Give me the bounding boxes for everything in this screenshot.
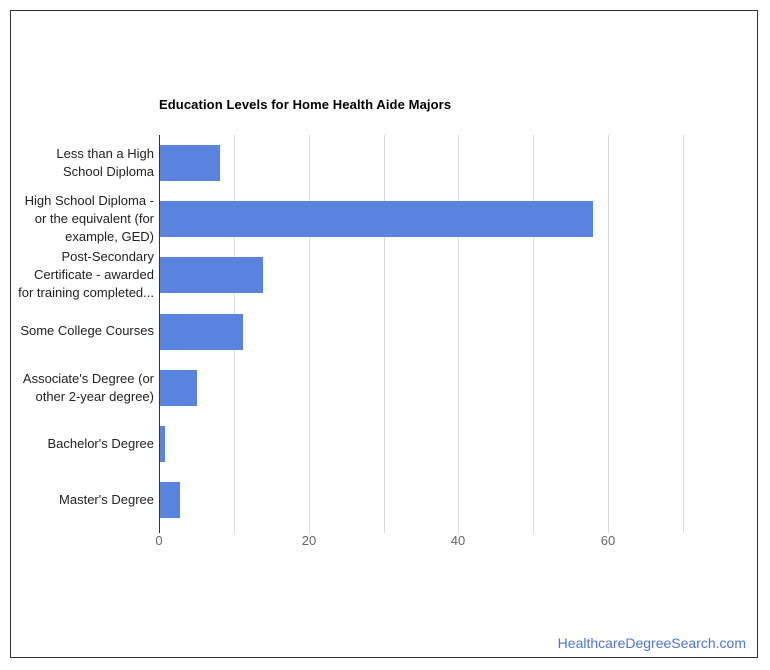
category-label-5: Bachelor's Degree (6, 416, 154, 472)
category-label-3: Some College Courses (6, 303, 154, 359)
gridline-x-40 (458, 135, 459, 533)
category-label-line: for training completed... (18, 285, 154, 301)
gridline-x-60 (608, 135, 609, 533)
chart-border-frame (10, 10, 758, 658)
category-label-line: School Diploma (62, 164, 154, 180)
chart-title: Education Levels for Home Health Aide Ma… (159, 97, 452, 112)
category-label-6: Master's Degree (6, 472, 154, 528)
category-label-line: Bachelor's Degree (47, 435, 154, 451)
category-label-1: High School Diploma - or the equivalent (… (6, 191, 154, 247)
gridline-x-50 (533, 135, 534, 533)
x-tick-label-40: 40 (450, 533, 466, 548)
category-label-line: Less than a High (56, 146, 154, 162)
bar-6 (160, 481, 181, 518)
plot-area (159, 135, 684, 533)
x-tick-label-60: 60 (600, 533, 616, 548)
category-label-line: Master's Degree (59, 491, 154, 507)
y-axis-category-labels: Less than a High School Diploma High Schoo… (6, 135, 154, 528)
category-label-line: or the equivalent (for (34, 211, 154, 227)
x-axis-tick-labels: 0 20 40 60 (155, 533, 683, 551)
bar-1 (160, 201, 594, 238)
gridline-x-30 (384, 135, 385, 533)
bar-2 (160, 257, 263, 294)
bar-4 (160, 369, 197, 406)
bar-3 (160, 313, 244, 350)
category-label-line: Post-Secondary (61, 249, 155, 265)
gridline-x-70 (683, 135, 684, 533)
category-label-line: High School Diploma - (24, 193, 154, 209)
category-label-2: Post-Secondary Certificate - awarded for t… (6, 247, 154, 303)
category-label-line: Associate's Degree (or (22, 370, 154, 386)
bar-0 (160, 145, 220, 182)
y-axis-line (159, 135, 160, 533)
category-label-line: example, GED) (65, 229, 154, 245)
category-label-line: Certificate - awarded (34, 267, 154, 283)
footer-watermark-link[interactable]: HealthcareDegreeSearch.com (557, 635, 746, 651)
category-label-4: Associate's Degree (or other 2-year degre… (6, 360, 154, 416)
category-label-0: Less than a High School Diploma (6, 135, 154, 191)
category-label-line: other 2-year degree) (35, 388, 154, 404)
bar-5 (160, 425, 166, 462)
x-tick-label-0: 0 (155, 533, 163, 548)
category-label-line: Some College Courses (20, 323, 154, 339)
x-tick-label-20: 20 (301, 533, 317, 548)
gridline-x-20 (309, 135, 310, 533)
